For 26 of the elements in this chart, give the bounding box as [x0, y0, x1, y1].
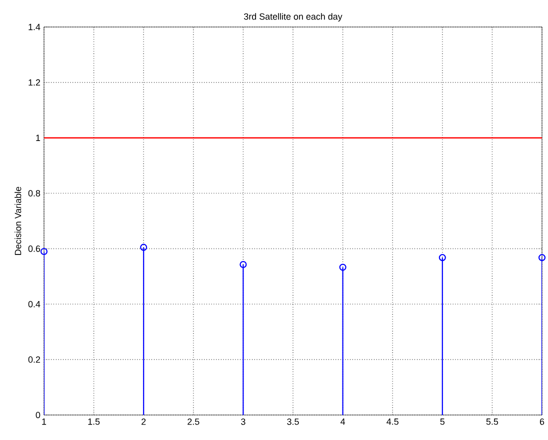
- x-tick-label: 2.5: [188, 418, 200, 425]
- x-tick-label: 6: [540, 418, 544, 425]
- x-tick-label: 1: [42, 418, 46, 425]
- y-tick-label: 0.8: [28, 190, 40, 196]
- y-tick-label: 0: [36, 412, 40, 418]
- x-tick-label: 4: [340, 418, 346, 425]
- x-tick-label: 4.5: [386, 418, 398, 425]
- point: [339, 264, 346, 271]
- y-axis-title: Decision Variable: [14, 186, 22, 255]
- x-tick-label: 5.5: [486, 418, 498, 425]
- point: [240, 260, 247, 268]
- point: [140, 244, 148, 251]
- y-tick-label: 0.2: [28, 356, 40, 363]
- y-tick-label: 0.4: [28, 300, 40, 308]
- x-tick-label: 1.5: [88, 418, 100, 425]
- x-tick-label: 5: [440, 418, 445, 425]
- y-tick-label: 1: [36, 134, 40, 141]
- point: [438, 254, 446, 262]
- y-tick-label: 1.4: [28, 24, 40, 30]
- x-tick-label: 3: [241, 418, 246, 425]
- chart-title: 3rd Satellite on each day: [244, 13, 342, 22]
- x-tick-label: 3.5: [287, 418, 299, 425]
- point: [40, 248, 48, 256]
- x-tick-label: 2: [142, 418, 146, 425]
- y-tick-label: 0.6: [28, 246, 40, 252]
- y-tick-label: 1.2: [28, 79, 40, 86]
